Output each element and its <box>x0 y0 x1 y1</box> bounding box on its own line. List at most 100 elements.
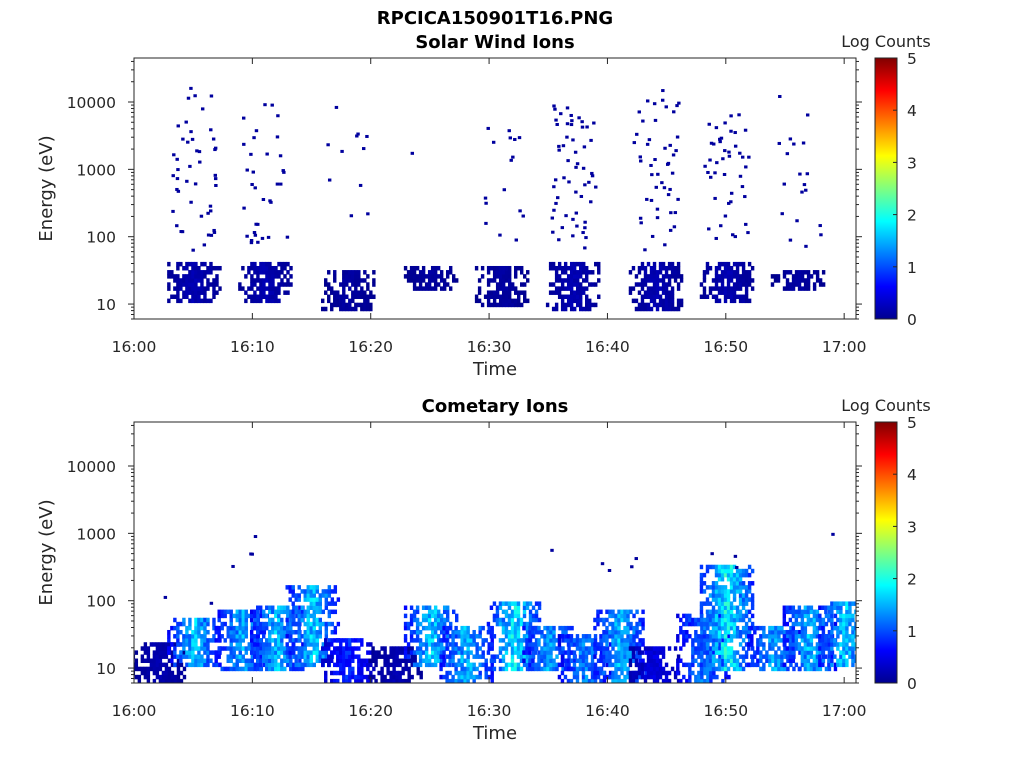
count-bin <box>410 674 414 680</box>
count-bin <box>569 638 574 643</box>
count-bin <box>827 605 831 610</box>
count-bin <box>345 674 349 680</box>
count-bin <box>854 658 856 664</box>
count-bin <box>486 650 491 655</box>
count-bin <box>292 662 296 668</box>
count-bin <box>785 286 790 291</box>
count-bin <box>161 654 166 659</box>
count-bin <box>777 634 781 639</box>
count-bin <box>806 270 811 275</box>
count-bin <box>741 155 745 159</box>
count-bin <box>566 666 571 672</box>
count-bin <box>620 617 624 623</box>
count-bin <box>652 290 657 295</box>
count-bin <box>711 629 716 635</box>
count-bin <box>605 609 609 615</box>
count-bin <box>472 638 476 643</box>
count-bin <box>575 642 580 647</box>
count-bin <box>791 625 796 631</box>
count-bin <box>747 585 752 590</box>
count-bin <box>717 585 722 590</box>
count-bin <box>649 290 654 295</box>
count-bin <box>771 654 775 659</box>
count-bin <box>812 621 817 627</box>
count-bin <box>354 286 358 291</box>
count-bin <box>726 576 731 582</box>
count-bin <box>291 642 295 647</box>
count-bin <box>777 629 781 635</box>
count-bin <box>217 613 221 619</box>
count-bin <box>815 646 820 651</box>
count-bin <box>744 282 749 287</box>
count-bin <box>679 629 683 635</box>
count-bin <box>171 209 175 213</box>
count-bin <box>641 625 645 631</box>
count-bin <box>582 290 586 295</box>
count-bin <box>366 642 370 647</box>
panel-title: Cometary Ions <box>422 396 569 417</box>
count-bin <box>563 302 568 308</box>
count-bin <box>717 629 722 635</box>
count-bin <box>664 302 669 308</box>
count-bin <box>584 658 589 664</box>
count-bin <box>229 642 233 647</box>
count-bin <box>176 286 180 291</box>
count-bin <box>525 662 530 668</box>
count-bin <box>155 666 160 672</box>
count-bin <box>599 609 603 615</box>
count-bin <box>271 290 275 295</box>
count-bin <box>703 650 707 655</box>
count-bin <box>268 654 272 659</box>
count-bin <box>200 261 204 267</box>
count-bin <box>741 646 746 651</box>
count-bin <box>217 625 221 631</box>
count-bin <box>635 609 639 615</box>
count-bin <box>454 642 458 647</box>
count-bin <box>200 107 205 111</box>
count-bin <box>863 601 866 605</box>
count-bin <box>366 298 370 304</box>
count-bin <box>585 125 589 129</box>
count-bin <box>351 638 355 643</box>
count-bin <box>738 261 743 267</box>
count-bin <box>717 265 722 271</box>
count-bin <box>137 678 142 683</box>
x-tick-label: 16:40 <box>585 338 630 356</box>
count-bin <box>830 658 834 664</box>
count-bin <box>712 638 716 643</box>
count-bin <box>179 261 183 267</box>
count-bin <box>392 662 396 668</box>
count-bin <box>561 144 566 148</box>
count-bin <box>268 638 272 643</box>
count-bin <box>336 638 340 643</box>
count-bin <box>640 278 645 283</box>
count-bin <box>271 658 275 664</box>
count-bin <box>658 278 663 283</box>
count-bin <box>711 585 716 590</box>
count-bin <box>575 162 580 166</box>
count-bin <box>525 605 530 610</box>
count-bin <box>460 625 464 631</box>
count-bin <box>723 638 728 643</box>
count-bin <box>750 654 754 659</box>
count-bin <box>439 654 443 659</box>
count-bin <box>809 634 814 639</box>
count-bin <box>582 265 586 271</box>
count-bin <box>179 278 183 283</box>
count-bin <box>531 662 535 668</box>
count-bin <box>415 650 420 655</box>
count-bin <box>229 617 233 623</box>
count-bin <box>203 294 207 300</box>
count-bin <box>526 298 530 304</box>
count-bin <box>723 593 728 598</box>
count-bin <box>277 638 281 643</box>
count-bin <box>250 274 254 279</box>
count-bin <box>206 650 210 655</box>
count-bin <box>566 278 571 283</box>
count-bin <box>200 278 204 283</box>
count-bin <box>702 581 707 586</box>
count-bin <box>614 625 618 631</box>
count-bin <box>501 286 506 291</box>
count-bin <box>389 674 393 680</box>
count-bin <box>452 278 456 283</box>
